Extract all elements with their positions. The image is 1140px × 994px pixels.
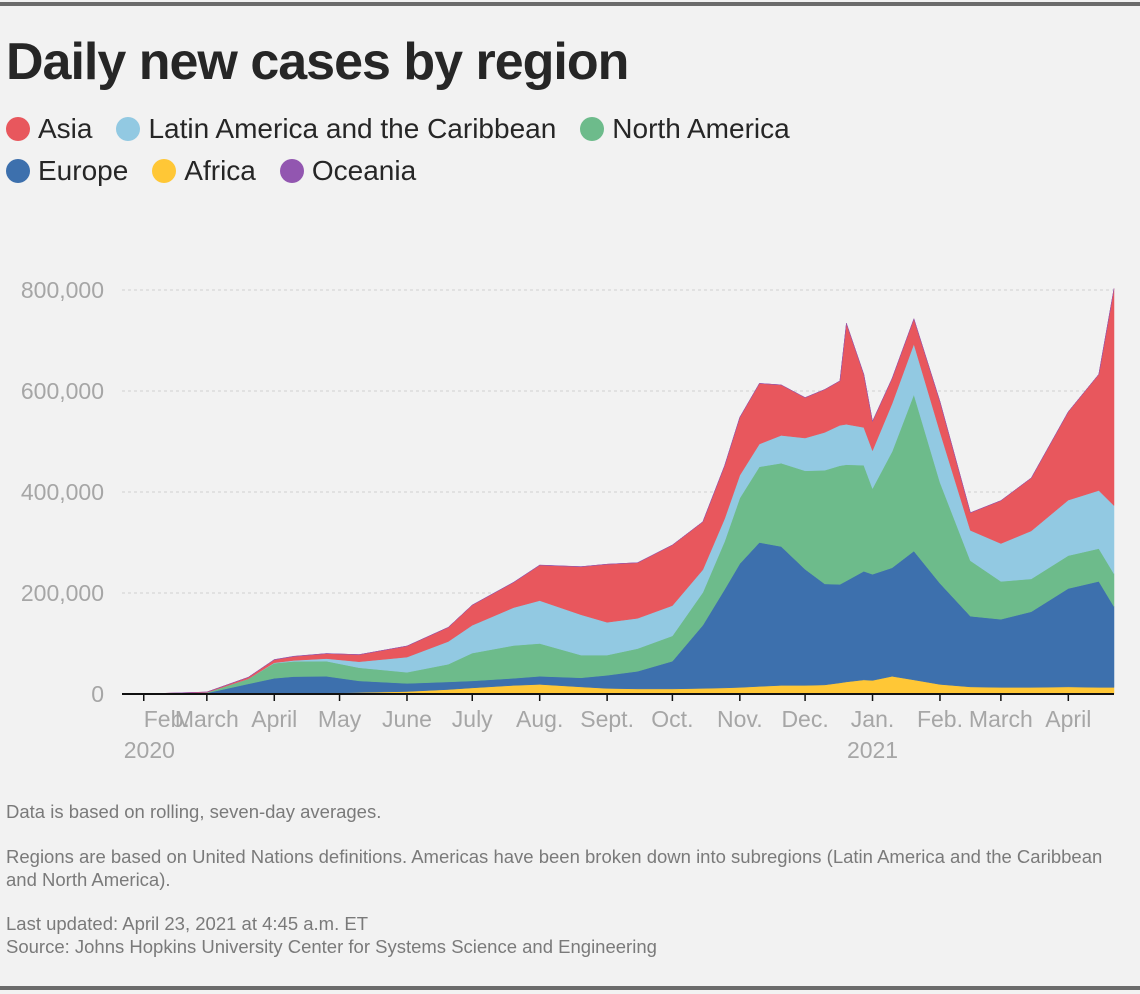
x-tick-label-2: April (251, 706, 297, 732)
x-tick-label-14: April (1045, 706, 1091, 732)
y-tick-label-2: 400,000 (21, 479, 104, 505)
top-rule (0, 2, 1140, 6)
x-tick-label-6: Aug. (516, 706, 563, 732)
legend-label-asia: Asia (38, 113, 93, 144)
x-tick-label-9: Nov. (717, 706, 763, 732)
x-year-label-11: 2021 (847, 737, 898, 763)
x-tick-label-1: March (175, 706, 239, 732)
legend-label-africa: Africa (184, 155, 256, 186)
legend-swatch-north-america (580, 117, 605, 141)
x-tick-label-12: Feb. (917, 706, 963, 732)
y-tick-label-4: 800,000 (21, 277, 104, 303)
legend-swatch-asia (6, 117, 30, 141)
legend-item-africa: Africa (152, 155, 256, 187)
bottom-rule (0, 986, 1140, 990)
y-tick-label-1: 200,000 (21, 580, 104, 606)
x-tick-label-5: July (452, 706, 493, 732)
legend-row-1: Asia Latin America and the Caribbean Nor… (6, 108, 1006, 150)
x-tick-label-7: Sept. (580, 706, 634, 732)
legend-item-latin-america: Latin America and the Caribbean (116, 113, 556, 145)
y-tick-label-0: 0 (91, 681, 104, 707)
y-tick-label-3: 600,000 (21, 378, 104, 404)
x-tick-label-3: May (318, 706, 362, 732)
legend-label-north-america: North America (612, 113, 790, 144)
note-updated: Last updated: April 23, 2021 at 4:45 a.m… (6, 913, 369, 934)
note-source-block: Last updated: April 23, 2021 at 4:45 a.m… (6, 912, 1126, 958)
legend-label-latin-america: Latin America and the Caribbean (148, 113, 557, 144)
legend-swatch-oceania (279, 159, 304, 183)
legend-row-2: Europe Africa Oceania (6, 150, 1006, 192)
x-tick-label-8: Oct. (651, 706, 693, 732)
legend-swatch-europe (6, 159, 30, 183)
note-regions: Regions are based on United Nations defi… (6, 846, 1103, 890)
chart-title: Daily new cases by region (6, 33, 629, 91)
legend-swatch-africa (152, 159, 177, 183)
x-tick-label-4: June (382, 706, 432, 732)
legend-swatch-latin-america (116, 117, 141, 141)
legend-label-oceania: Oceania (311, 155, 417, 186)
x-year-label-0: 2020 (124, 737, 175, 763)
legend-label-europe: Europe (38, 155, 129, 186)
legend-item-asia: Asia (6, 113, 92, 145)
area-oceania (143, 288, 1115, 695)
stacked-area-chart: 0200,000400,000600,000800,000Feb.2020Mar… (21, 277, 1115, 763)
x-tick-label-13: March (969, 706, 1033, 732)
note-averages: Data is based on rolling, seven-day aver… (6, 801, 382, 822)
legend-item-europe: Europe (6, 155, 128, 187)
legend-item-oceania: Oceania (279, 155, 417, 187)
note-source: Source: Johns Hopkins University Center … (6, 936, 657, 957)
x-tick-label-11: Jan. (851, 706, 894, 732)
x-tick-label-10: Dec. (781, 706, 828, 732)
x-tick-label-0: Feb. (144, 706, 190, 732)
legend: Asia Latin America and the Caribbean Nor… (6, 108, 1006, 192)
legend-item-north-america: North America (580, 113, 790, 145)
